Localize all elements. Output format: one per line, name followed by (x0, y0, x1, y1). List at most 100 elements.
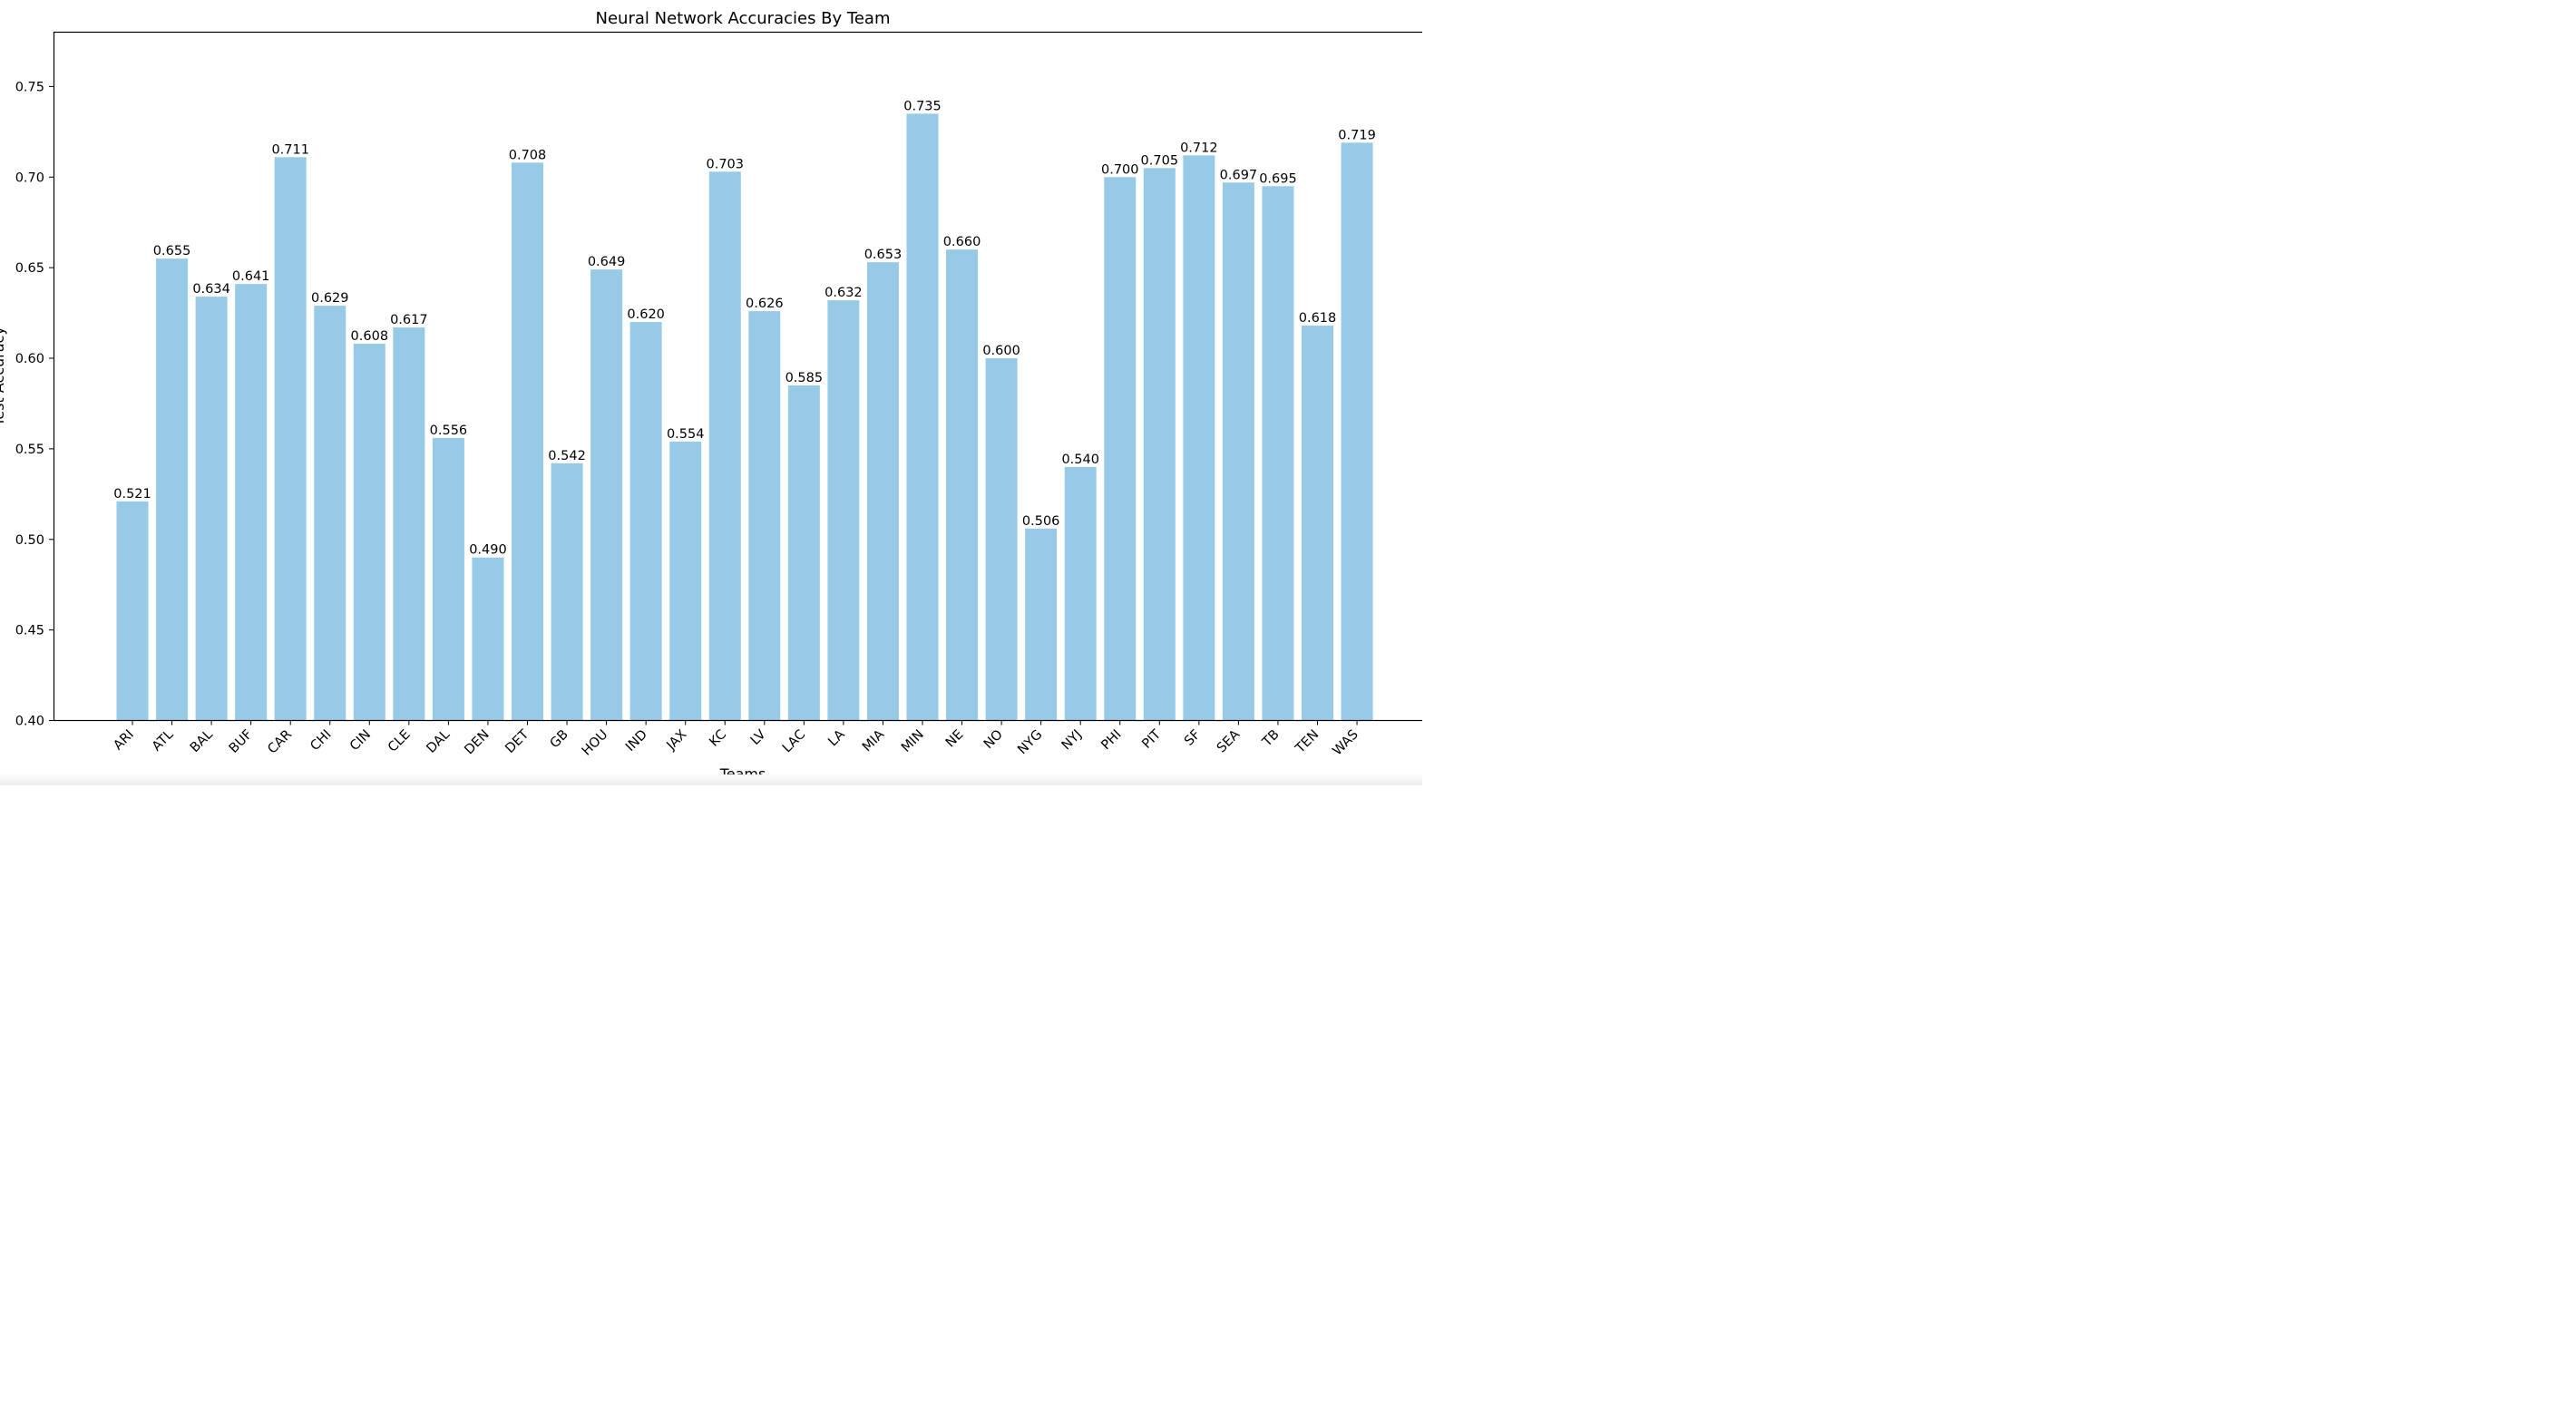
x-tick-label-cle: CLE (385, 727, 414, 755)
bar-bal (195, 297, 228, 721)
bar-mia (866, 262, 899, 721)
x-tick-label-la: LA (825, 727, 847, 749)
bar-no (985, 358, 1018, 721)
bar-car (274, 157, 307, 721)
value-label-sea: 0.697 (1220, 168, 1258, 182)
value-label-den: 0.490 (469, 543, 507, 558)
x-tick-label-min: MIN (899, 727, 927, 755)
bar-nyg (1025, 528, 1058, 721)
y-tick-label-0.40: 0.40 (15, 715, 44, 729)
value-label-car: 0.711 (271, 142, 309, 157)
x-tick-label-lv: LV (748, 727, 769, 748)
x-tick-label-den: DEN (462, 727, 492, 757)
y-axis: 0.40 0.45 0.50 0.55 0.60 0.65 0.70 0.75 (15, 80, 54, 729)
y-tick-label-0.55: 0.55 (15, 443, 44, 457)
x-tick-label-ten: TEN (1293, 727, 1322, 756)
bar-kc (708, 171, 741, 721)
bar-lv (748, 311, 781, 721)
bar-gb (551, 463, 583, 721)
bar-det (512, 162, 543, 721)
x-tick-label-ind: IND (623, 727, 650, 755)
window-bottom-shade (0, 774, 1422, 785)
x-tick-label-sf: SF (1182, 727, 1204, 749)
value-label-kc: 0.703 (706, 157, 744, 171)
bar-chi (314, 306, 346, 721)
bar-cle (393, 327, 425, 721)
value-label-min: 0.735 (903, 99, 942, 113)
y-tick-label-0.45: 0.45 (15, 624, 44, 638)
x-tick-label-nyj: NYJ (1059, 727, 1085, 753)
bar-nyj (1064, 466, 1097, 721)
bar-hou (590, 269, 623, 721)
x-tick-label-lac: LAC (780, 727, 808, 755)
x-tick-label-buf: BUF (227, 727, 256, 756)
value-label-mia: 0.653 (864, 248, 903, 262)
value-label-ne: 0.660 (943, 235, 981, 249)
y-tick-label-0.65: 0.65 (15, 261, 44, 276)
y-tick-label-0.60: 0.60 (15, 352, 44, 366)
value-label-lac: 0.585 (785, 371, 824, 385)
value-label-phi: 0.700 (1101, 162, 1139, 177)
x-tick-label-car: CAR (265, 727, 295, 757)
bar-buf (235, 284, 268, 721)
value-label-bal: 0.634 (192, 282, 230, 297)
value-label-cle: 0.617 (390, 313, 428, 327)
value-label-ari: 0.521 (113, 487, 151, 502)
x-tick-label-jax: JAX (664, 727, 690, 754)
x-tick-label-phi: PHI (1098, 727, 1124, 753)
value-label-dal: 0.556 (430, 424, 468, 438)
value-label-det: 0.708 (509, 148, 547, 162)
value-label-chi: 0.629 (311, 291, 349, 306)
bar-ten (1302, 326, 1333, 721)
bar-pit (1143, 168, 1176, 721)
value-label-sf: 0.712 (1180, 141, 1218, 155)
value-label-ten: 0.618 (1299, 311, 1337, 326)
value-label-lv: 0.626 (746, 297, 784, 311)
bar-ind (629, 322, 662, 721)
x-tick-label-was: WAS (1330, 727, 1361, 758)
bar-tb (1262, 186, 1294, 721)
value-label-pit: 0.705 (1141, 153, 1179, 168)
bar-cin (353, 344, 385, 721)
value-label-cin: 0.608 (351, 329, 389, 344)
bar-phi (1104, 177, 1137, 721)
x-tick-label-dal: DAL (424, 727, 453, 756)
bar-was (1341, 142, 1373, 721)
x-tick-label-kc: KC (707, 727, 729, 750)
value-label-buf: 0.641 (232, 269, 270, 284)
x-tick-label-ari: ARI (111, 727, 136, 753)
bar-min (906, 113, 939, 721)
x-tick-label-atl: ATL (150, 727, 177, 755)
x-tick-label-nyg: NYG (1015, 727, 1045, 757)
value-label-was: 0.719 (1338, 128, 1376, 142)
value-label-nyg: 0.506 (1022, 514, 1060, 529)
bar-la (827, 300, 860, 721)
value-label-gb: 0.542 (548, 449, 586, 463)
chart-title: Neural Network Accuracies By Team (596, 9, 891, 28)
y-axis-label: Test Accuracy (0, 326, 7, 427)
bar-ne (946, 249, 979, 721)
bar-sf (1183, 155, 1215, 721)
x-tick-label-no: NO (981, 727, 1006, 752)
x-axis: ARI ATL BAL BUF CAR CHI CIN CLE DAL DEN DET GB HOU IN… (111, 720, 1361, 759)
x-tick-label-sea: SEA (1215, 727, 1243, 755)
y-tick-label-0.50: 0.50 (15, 533, 44, 548)
x-tick-label-gb: GB (548, 727, 571, 751)
y-tick-label-0.70: 0.70 (15, 170, 44, 185)
value-label-no: 0.600 (982, 344, 1020, 358)
x-tick-label-cin: CIN (347, 727, 374, 754)
value-label-jax: 0.554 (667, 427, 705, 442)
x-tick-label-det: DET (503, 727, 532, 756)
bar-sea (1222, 182, 1254, 721)
value-label-hou: 0.649 (588, 255, 626, 269)
x-tick-label-tb: TB (1259, 727, 1282, 750)
bar-chart: Neural Network Accuracies By Team 0.521 0… (0, 9, 1422, 783)
bar-dal (432, 437, 464, 721)
bar-ari (116, 501, 149, 721)
x-tick-label-ne: NE (943, 727, 966, 750)
bar-den (472, 557, 504, 721)
value-label-nyj: 0.540 (1061, 453, 1099, 467)
plot-frame (53, 31, 1422, 722)
x-tick-label-mia: MIA (860, 727, 887, 755)
